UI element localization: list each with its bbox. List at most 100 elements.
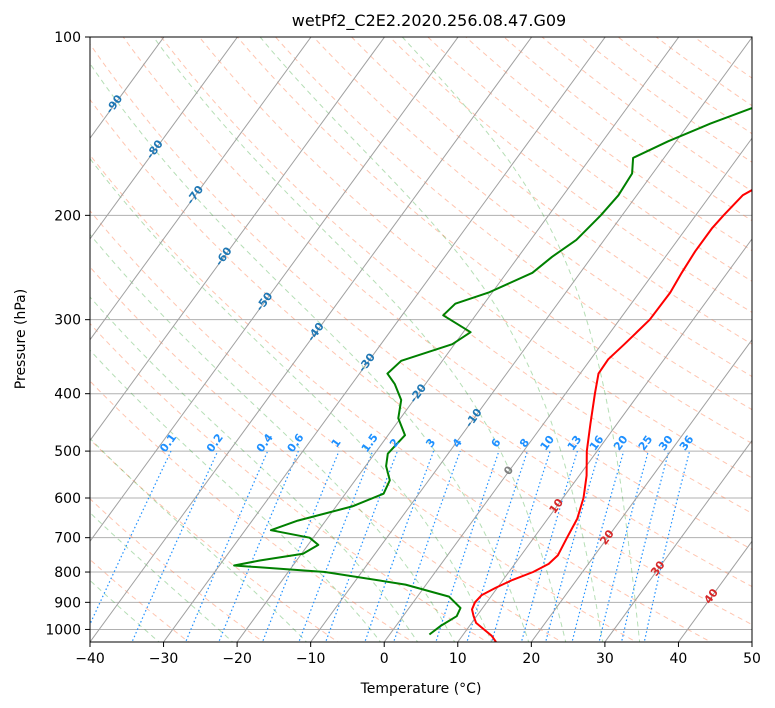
isotherm--10 bbox=[310, 37, 752, 642]
dry-adiabat bbox=[122, 37, 752, 551]
chart-title: wetPf2_C2E2.2020.256.08.47.G09 bbox=[292, 11, 566, 31]
y-tick-label: 1000 bbox=[45, 622, 81, 638]
isotherm-label: -60 bbox=[213, 244, 235, 268]
y-tick-label: 600 bbox=[54, 491, 81, 507]
isotherm-label: -20 bbox=[407, 381, 429, 405]
x-tick-label: 0 bbox=[380, 651, 389, 667]
mixing-ratio-label: 13 bbox=[565, 433, 585, 453]
plot-area: -100-90-80-70-60-50-40-30-20-100.1 0.2 0.4… bbox=[59, 37, 752, 642]
moist-adiabat bbox=[90, 157, 493, 642]
dry-adiabat bbox=[90, 322, 488, 642]
isotherm-label: -70 bbox=[184, 183, 206, 207]
mixing-ratio-line bbox=[643, 450, 691, 642]
isotherm--40 bbox=[90, 37, 533, 642]
isotherm-20 bbox=[530, 338, 752, 642]
warm-isotherm-label: 40 bbox=[701, 586, 721, 606]
y-tick-label: 300 bbox=[54, 313, 81, 329]
x-tick-label: 10 bbox=[449, 651, 467, 667]
dry-adiabat bbox=[198, 37, 752, 479]
y-tick-label: 500 bbox=[54, 444, 81, 460]
dry-adiabats bbox=[90, 37, 752, 642]
dry-adiabat bbox=[90, 498, 265, 642]
dry-adiabat bbox=[90, 558, 190, 642]
y-tick-label: 100 bbox=[54, 30, 81, 46]
dry-adiabat bbox=[90, 266, 563, 642]
mixing-ratio-label: 6 bbox=[489, 436, 504, 450]
temperature-line bbox=[471, 188, 752, 642]
mixing-ratio-line bbox=[90, 450, 172, 626]
dry-adiabat bbox=[90, 43, 752, 588]
x-axis-ticks: −40 −30 −20 −10 0 10 20 30 40 50 bbox=[75, 642, 761, 667]
isotherm--60 bbox=[90, 37, 386, 442]
x-tick-label: −30 bbox=[149, 651, 179, 667]
moist-adiabat bbox=[90, 437, 308, 642]
mixing-ratio-label: 30 bbox=[656, 433, 676, 453]
isotherm-label: -50 bbox=[253, 289, 275, 313]
mixing-ratio-line bbox=[364, 450, 435, 642]
isotherm-label: -10 bbox=[463, 406, 485, 430]
moist-adiabat bbox=[90, 512, 234, 642]
isotherm--20 bbox=[236, 37, 680, 642]
mixing-ratio-line bbox=[620, 450, 670, 642]
x-axis-title: Temperature (°C) bbox=[360, 681, 482, 697]
dry-adiabat bbox=[90, 209, 638, 642]
y-tick-label: 700 bbox=[54, 531, 81, 547]
skewed-isotherms bbox=[90, 37, 752, 642]
x-tick-label: 50 bbox=[743, 651, 761, 667]
dry-adiabat bbox=[90, 154, 712, 642]
mixing-ratio-line bbox=[325, 450, 398, 642]
mixing-ratio-label: 10 bbox=[538, 433, 558, 453]
moist-adiabat bbox=[259, 37, 604, 642]
moist-adiabat bbox=[90, 62, 530, 642]
warm-isotherm-label: 0 bbox=[501, 463, 516, 477]
dry-adiabat bbox=[503, 37, 752, 222]
mixing-ratio-line bbox=[491, 450, 551, 642]
mixing-ratio-label: 16 bbox=[587, 433, 607, 453]
mixing-ratio-label: 3 bbox=[423, 436, 438, 450]
isotherm-10 bbox=[457, 238, 752, 642]
moist-adiabat bbox=[90, 349, 382, 642]
sounding-series bbox=[233, 106, 752, 642]
mixing-ratio-lines bbox=[90, 450, 691, 642]
y-tick-label: 400 bbox=[54, 387, 81, 403]
isotherm--50 bbox=[90, 37, 459, 543]
isotherm--90 bbox=[90, 37, 165, 140]
moist-adiabats bbox=[90, 37, 641, 642]
mixing-ratio-line bbox=[544, 450, 601, 642]
isotherm-label: -100 bbox=[59, 46, 86, 76]
moist-adiabat bbox=[401, 37, 641, 642]
x-tick-label: 20 bbox=[522, 651, 540, 667]
y-axis-title: Pressure (hPa) bbox=[13, 289, 29, 389]
mixing-ratio-line bbox=[393, 450, 461, 642]
mixing-ratio-line bbox=[571, 450, 625, 642]
x-tick-label: −20 bbox=[222, 651, 252, 667]
dewpoint-line bbox=[233, 106, 752, 636]
moist-adiabat bbox=[90, 296, 419, 642]
dry-adiabat bbox=[350, 37, 752, 345]
isotherm-label: -30 bbox=[356, 351, 378, 375]
isotherm--80 bbox=[90, 37, 239, 240]
isotherm-label: -90 bbox=[103, 92, 125, 116]
mixing-ratio-label: 25 bbox=[636, 433, 656, 453]
mixing-ratio-label: 20 bbox=[611, 433, 631, 453]
dry-adiabat bbox=[90, 438, 339, 642]
y-tick-label: 800 bbox=[54, 565, 81, 581]
y-axis-ticks: 100 200 300 400 500 600 700 800 900 1000 bbox=[45, 30, 90, 638]
x-tick-label: −40 bbox=[75, 651, 105, 667]
warm-isotherm-label: 10 bbox=[547, 496, 567, 516]
plot-frame bbox=[89, 36, 753, 643]
warm-isotherm-label: 30 bbox=[648, 558, 668, 578]
x-tick-label: 30 bbox=[596, 651, 614, 667]
dry-adiabat bbox=[90, 98, 752, 626]
x-tick-label: −10 bbox=[296, 651, 326, 667]
moist-adiabat bbox=[90, 579, 160, 642]
dry-adiabat bbox=[160, 37, 752, 514]
isotherm--70 bbox=[90, 37, 312, 341]
isotherm-0 bbox=[383, 137, 752, 642]
isotherm-label: -40 bbox=[305, 320, 327, 344]
mixing-ratio-line bbox=[520, 450, 578, 642]
dry-adiabat bbox=[655, 37, 752, 107]
x-tick-label: 40 bbox=[670, 651, 688, 667]
dry-adiabat bbox=[388, 37, 752, 313]
